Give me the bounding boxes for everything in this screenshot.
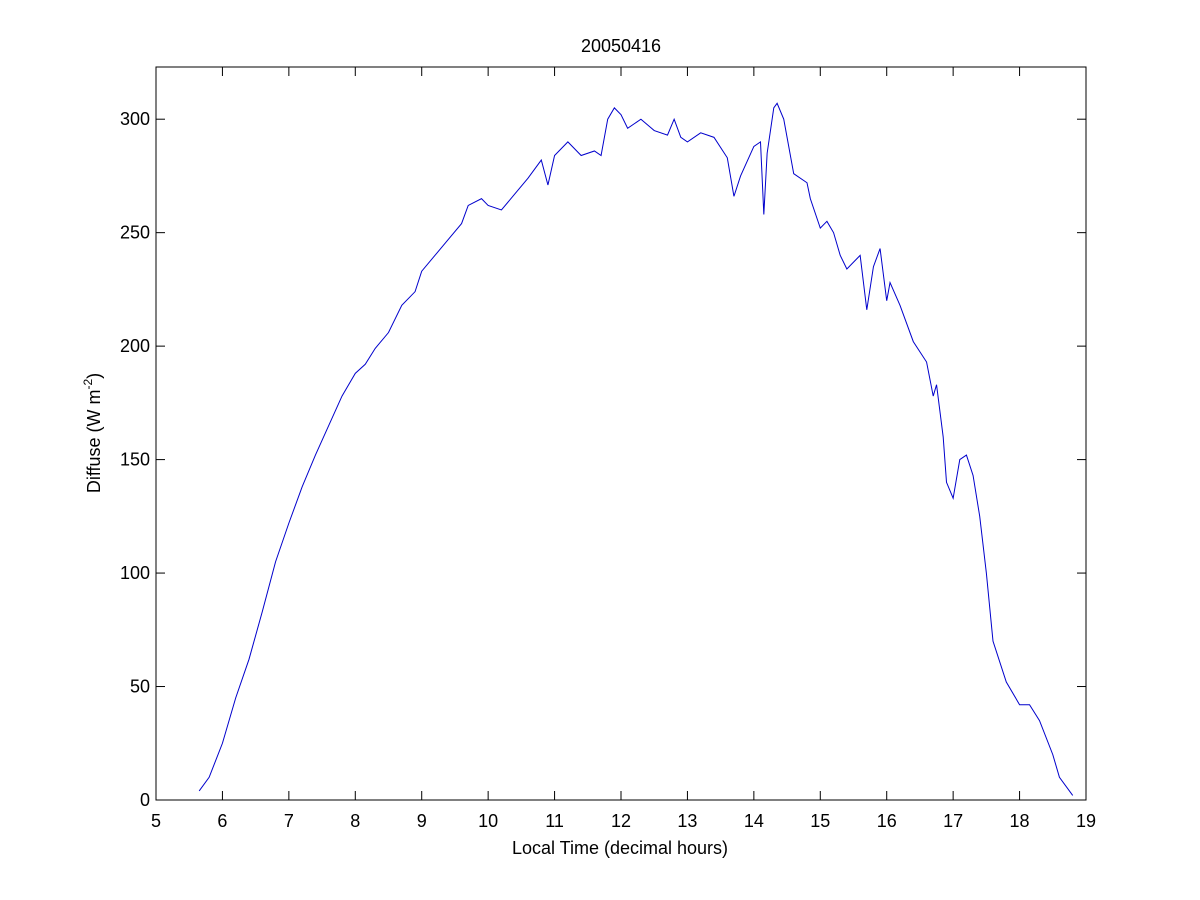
x-tick-label: 19 (1076, 811, 1096, 831)
y-tick-label: 50 (130, 677, 150, 697)
x-tick-label: 6 (217, 811, 227, 831)
data-line (198, 102, 1074, 796)
x-tick-label: 5 (151, 811, 161, 831)
x-tick-label: 15 (810, 811, 830, 831)
y-label-main: Diffuse (W m (84, 389, 104, 493)
y-tick-label: 300 (120, 109, 150, 129)
y-axis-label: Diffuse (W m-2) (81, 373, 104, 493)
chart-title: 20050416 (581, 36, 661, 56)
x-tick-label: 12 (611, 811, 631, 831)
y-tick-label: 0 (140, 790, 150, 810)
x-axis-label: Local Time (decimal hours) (512, 838, 728, 858)
x-tick-label: 18 (1010, 811, 1030, 831)
y-tick-label: 150 (120, 450, 150, 470)
x-tick-label: 13 (677, 811, 697, 831)
y-tick-label: 100 (120, 563, 150, 583)
x-tick-label: 10 (478, 811, 498, 831)
x-tick-label: 7 (284, 811, 294, 831)
x-tick-label: 9 (417, 811, 427, 831)
x-tick-label: 8 (350, 811, 360, 831)
x-tick-label: 11 (545, 811, 564, 831)
y-tick-label: 200 (120, 336, 150, 356)
y-label-end: ) (84, 373, 104, 379)
x-tick-label: 14 (744, 811, 764, 831)
x-tick-label: 16 (877, 811, 897, 831)
y-tick-label: 250 (120, 223, 150, 243)
y-label-sup: -2 (81, 378, 95, 389)
x-tick-label: 17 (943, 811, 963, 831)
